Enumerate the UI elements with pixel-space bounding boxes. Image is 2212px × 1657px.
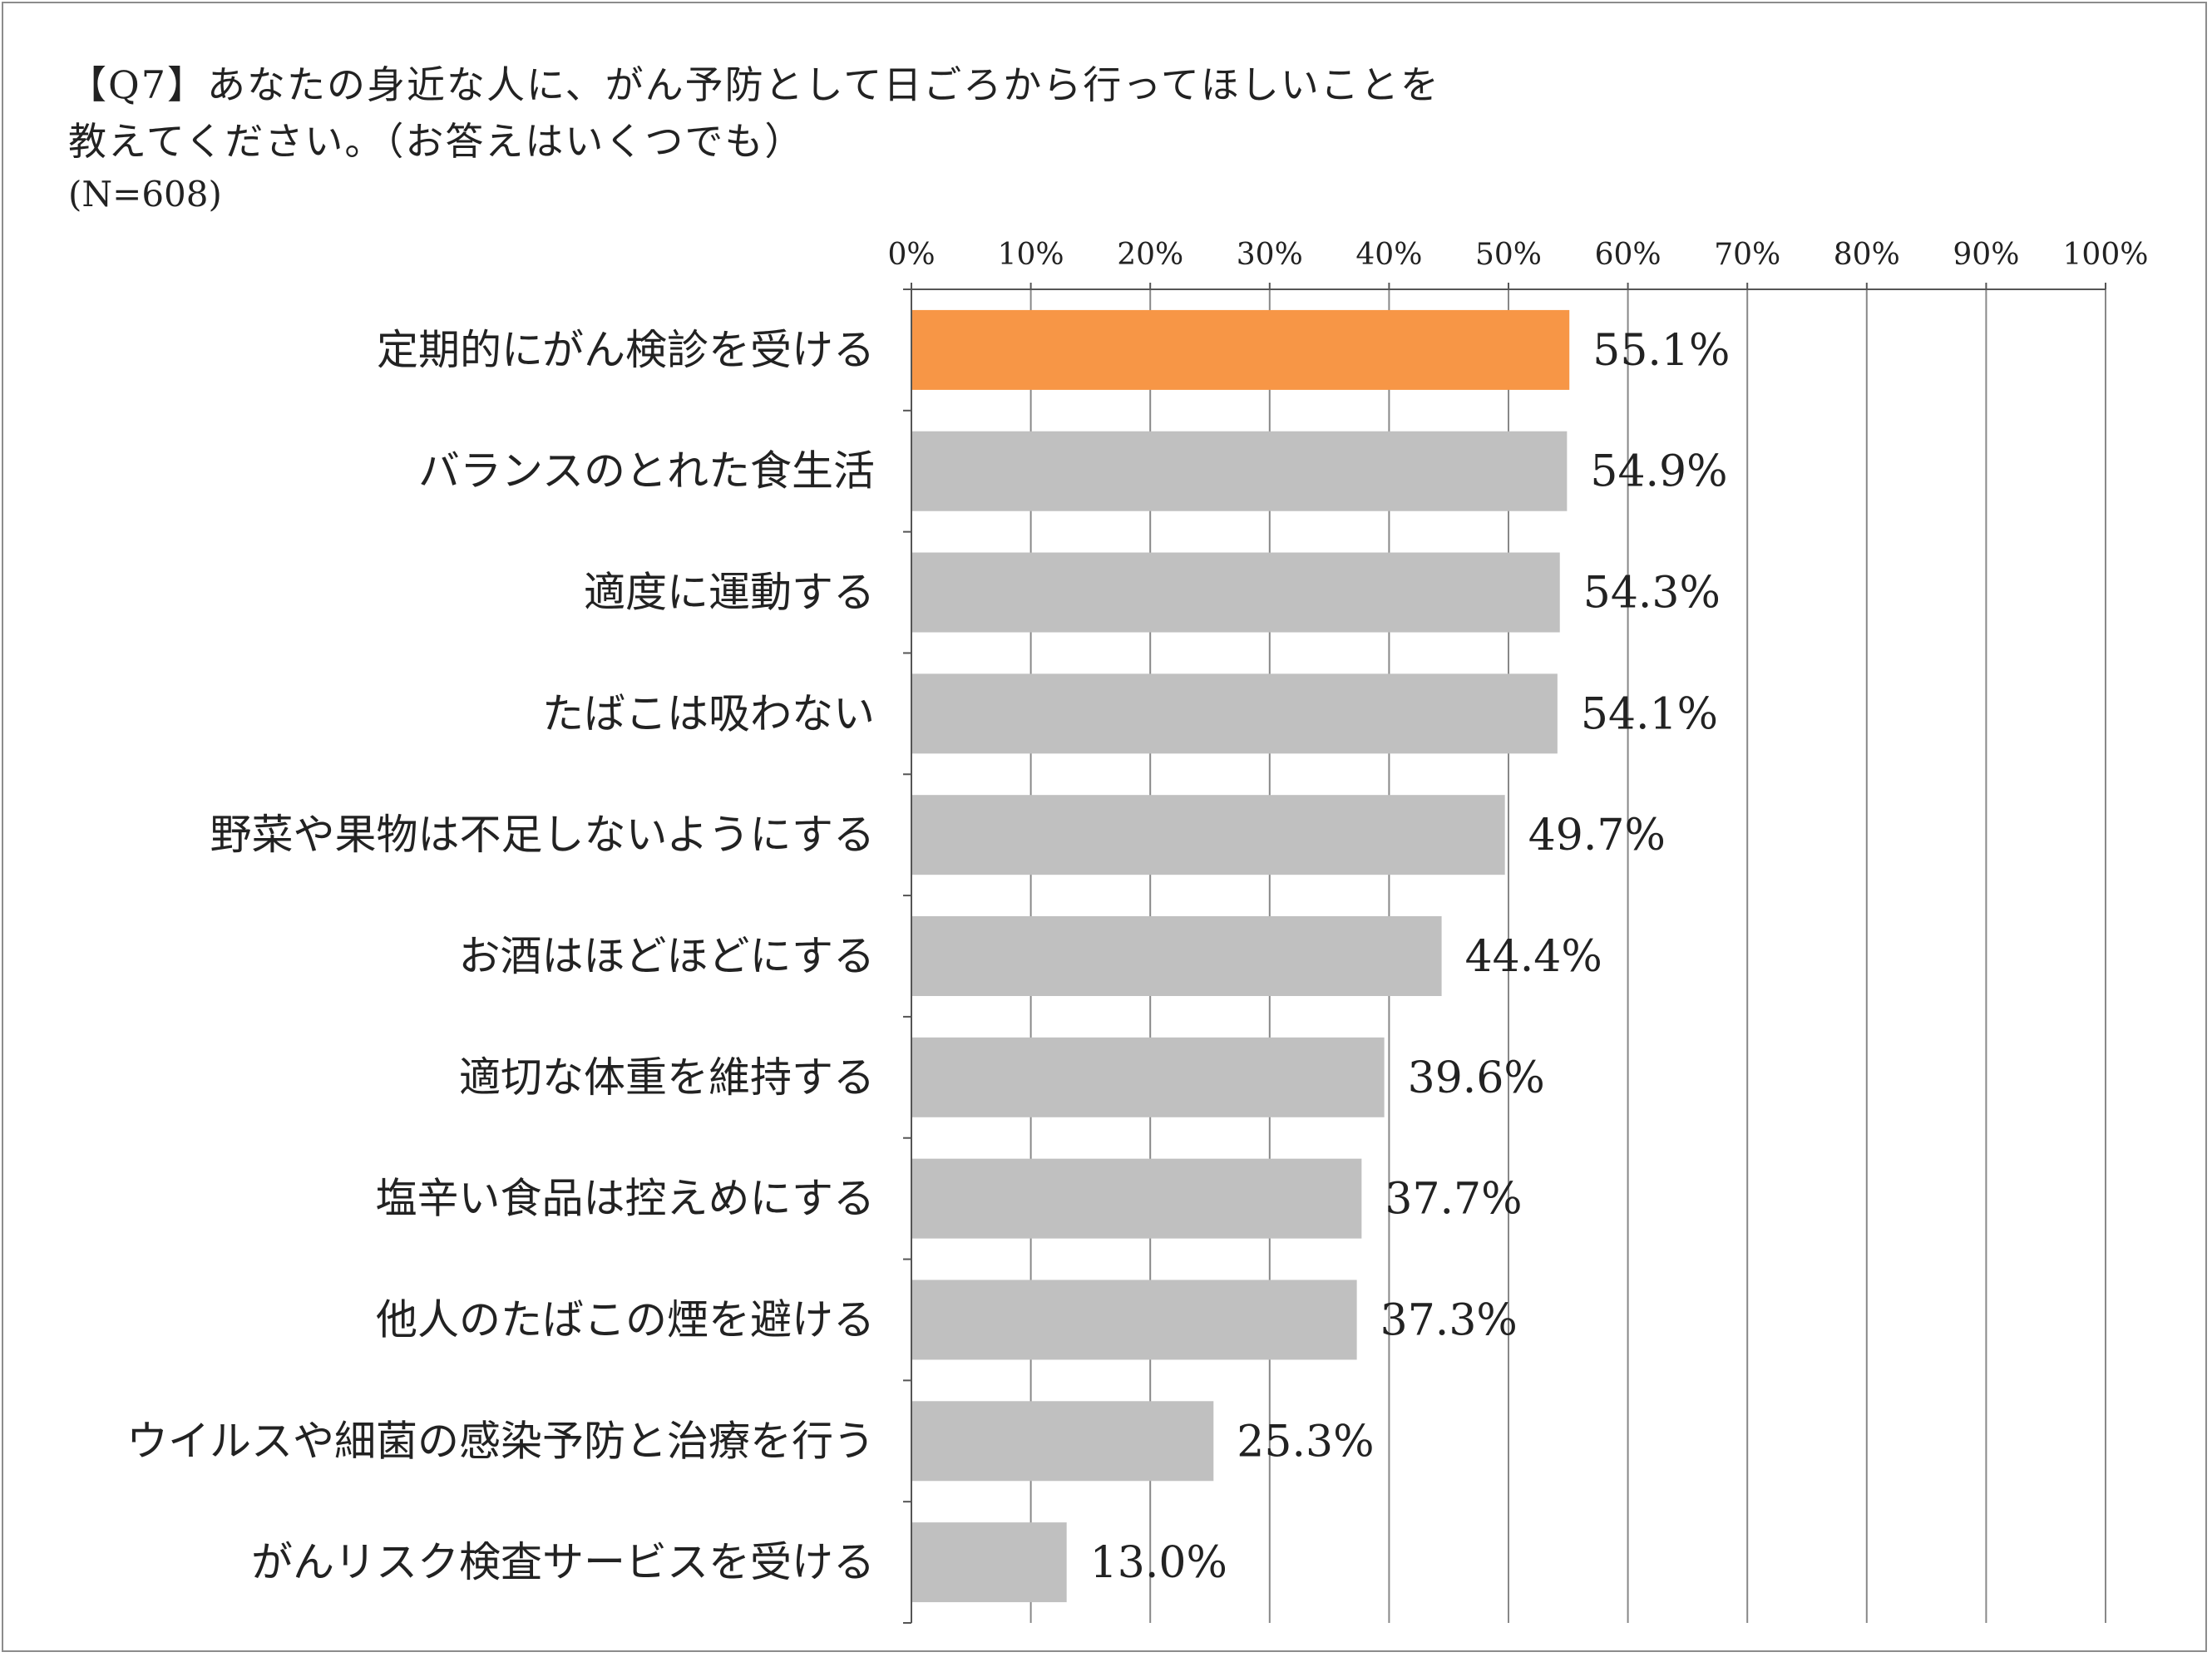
bar xyxy=(911,916,1442,996)
bar xyxy=(911,1037,1385,1117)
category-label: お酒はほどほどにする xyxy=(459,932,876,980)
bar xyxy=(911,1522,1067,1603)
bar xyxy=(911,309,1570,390)
value-label: 54.9% xyxy=(1590,447,1727,497)
category-label: たばこは吸わない xyxy=(542,689,875,737)
x-tick-label: 30% xyxy=(1237,238,1303,272)
x-tick-label: 40% xyxy=(1355,238,1422,272)
x-tick-label: 50% xyxy=(1475,238,1542,272)
sample-size-label: (N=608) xyxy=(68,174,222,215)
category-label: 適切な体重を維持する xyxy=(459,1053,875,1102)
bars xyxy=(911,309,1570,1603)
x-tick-label: 70% xyxy=(1714,238,1780,272)
value-label: 44.4% xyxy=(1465,932,1602,982)
x-tick-label: 10% xyxy=(998,238,1064,272)
x-tick-labels: 0% 10% 20% 30% 40% 50% 60% 70% 80% 90% 100% xyxy=(887,238,2148,272)
category-label: がんリスク検査サービスを受ける xyxy=(251,1538,875,1586)
value-label: 54.3% xyxy=(1583,569,1721,619)
axes xyxy=(903,283,2106,1624)
value-label: 55.1% xyxy=(1592,326,1730,376)
bar xyxy=(911,1280,1357,1360)
category-label: 適度に運動する xyxy=(584,569,875,617)
category-label: バランスのとれた食生活 xyxy=(418,447,875,496)
value-label: 25.3% xyxy=(1237,1417,1374,1467)
value-label: 39.6% xyxy=(1408,1053,1545,1103)
value-label: 37.7% xyxy=(1385,1175,1522,1225)
category-label: ウイルスや細菌の感染予防と治療を行う xyxy=(126,1417,875,1465)
value-labels: 55.1% 54.9% 54.3% 54.1% 49.7% 44.4% 39.6% 37.7%… xyxy=(1090,326,1731,1588)
category-label: 野菜や果物は不足しないようにする xyxy=(210,811,876,859)
bar xyxy=(911,1158,1362,1239)
bar xyxy=(911,795,1505,875)
value-label: 13.0% xyxy=(1090,1538,1227,1588)
category-label: 塩辛い食品は控えめにする xyxy=(376,1175,876,1223)
x-tick-label: 100% xyxy=(2063,238,2149,272)
category-labels: 定期的にがん検診を受けるバランスのとれた食生活適度に運動するたばこは吸わない野菜… xyxy=(126,326,875,1586)
bar xyxy=(911,552,1560,633)
x-tick-label: 0% xyxy=(887,238,935,272)
x-tick-label: 90% xyxy=(1953,238,2019,272)
value-label: 54.1% xyxy=(1581,689,1718,739)
category-label: 定期的にがん検診を受ける xyxy=(377,326,875,374)
chart-title: 【Q7】あなたの身近な人に、がん予防として日ごろから行ってほしいことを 教えてく… xyxy=(68,57,1648,170)
chart-title-line-1: 【Q7】あなたの身近な人に、がん予防として日ごろから行ってほしいことを xyxy=(68,62,1440,107)
x-tick-label: 80% xyxy=(1834,238,1900,272)
bar xyxy=(911,673,1558,754)
x-tick-label: 60% xyxy=(1595,238,1661,272)
value-label: 37.3% xyxy=(1380,1295,1518,1345)
chart-title-line-2: 教えてください。（お答えはいくつでも） xyxy=(68,119,805,164)
value-label: 49.7% xyxy=(1528,811,1666,861)
x-tick-label: 20% xyxy=(1117,238,1183,272)
bar xyxy=(911,431,1568,511)
category-label: 他人のたばこの煙を避ける xyxy=(376,1295,875,1344)
bar xyxy=(911,1401,1214,1482)
